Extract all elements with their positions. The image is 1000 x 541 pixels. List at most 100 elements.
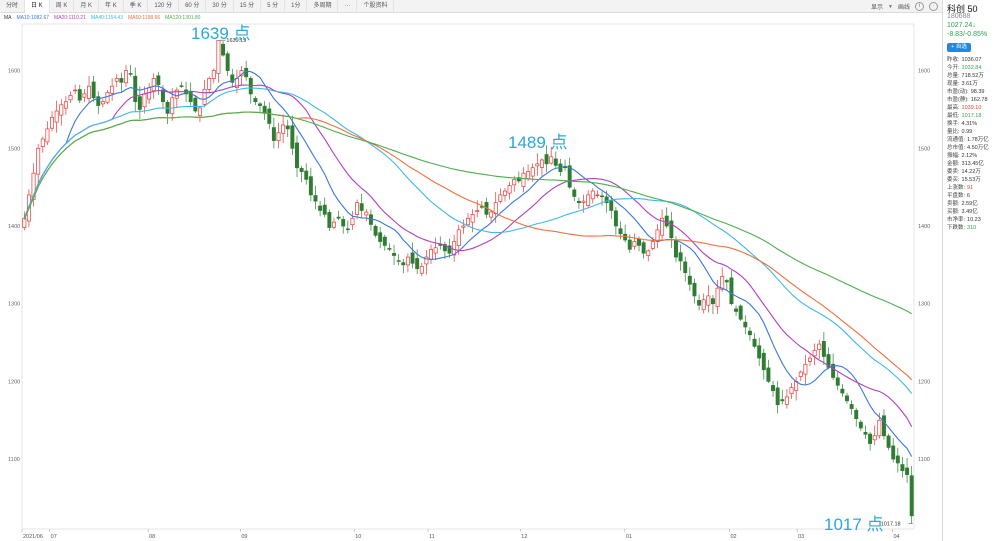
candle-up xyxy=(202,88,207,105)
candle-down xyxy=(687,275,692,285)
tab-5min[interactable]: 5 分 xyxy=(261,0,286,13)
tab-60min[interactable]: 60 分 xyxy=(179,0,207,13)
candle-up xyxy=(526,171,531,179)
add-watchlist-button[interactable]: + 自选 xyxy=(947,43,971,52)
candle-down xyxy=(447,245,452,254)
candle-down xyxy=(618,228,623,235)
x-tick-label: 09 xyxy=(241,534,247,540)
tab-stock-profile[interactable]: 个股资料 xyxy=(357,0,395,13)
x-tick-label: 02 xyxy=(730,534,736,540)
display-menu[interactable]: 显示 xyxy=(871,5,884,11)
candle-down xyxy=(262,105,267,114)
candle-up xyxy=(364,211,369,216)
candle-down xyxy=(271,127,276,141)
candle-down xyxy=(761,352,766,371)
candle-down xyxy=(863,432,868,435)
tab-120min[interactable]: 120 分 xyxy=(148,0,180,13)
candle-up xyxy=(590,190,595,200)
quote-row: 委卖: 14.22万 xyxy=(947,169,981,175)
tab-quarterly-k[interactable]: 季 K xyxy=(124,0,149,13)
candle-up xyxy=(332,221,336,228)
candle-down xyxy=(821,341,826,357)
more-icon[interactable]: · xyxy=(929,2,938,11)
candle-down xyxy=(359,203,364,211)
kline-chart[interactable]: 1100 1100 1200 1200 1300 1300 1400 1400 1500 1500… xyxy=(0,22,942,541)
candle-down xyxy=(738,305,743,320)
y-tick-label-right: 1600 xyxy=(918,69,930,75)
candle-down xyxy=(909,475,914,517)
candle-down xyxy=(868,433,873,444)
candle-up xyxy=(170,97,175,115)
candle-up xyxy=(877,419,882,437)
candle-up xyxy=(22,217,27,229)
candle-up xyxy=(646,250,651,256)
candle-down xyxy=(290,125,295,149)
period-toolbar: 分时 日 K 周 K 月 K 年 K 季 K 120 分 60 分 30 分 1… xyxy=(0,0,942,13)
tab-monthly-k[interactable]: 月 K xyxy=(74,0,100,13)
candle-down xyxy=(516,177,521,182)
candle-up xyxy=(539,159,544,168)
tab-yearly-k[interactable]: 年 K xyxy=(99,0,124,13)
candle-down xyxy=(831,363,836,378)
candle-up xyxy=(100,101,105,105)
y-tick-label-left: 1100 xyxy=(8,457,20,463)
info-icon[interactable]: i xyxy=(915,2,924,11)
candle-down xyxy=(378,232,383,242)
candle-up xyxy=(521,172,526,187)
candle-down xyxy=(128,73,133,75)
candle-up xyxy=(872,435,877,441)
candle-down xyxy=(267,108,272,124)
chevron-down-icon[interactable]: ▼ xyxy=(888,3,893,10)
candle-up xyxy=(216,39,221,74)
quote-row: 委买: 15.53万 xyxy=(947,177,981,183)
more-menu-button[interactable]: ··· xyxy=(338,0,358,13)
candle-up xyxy=(114,78,119,82)
candle-up xyxy=(632,241,637,247)
candle-down xyxy=(91,81,96,99)
quote-row: 总市值: 4.50万亿 xyxy=(947,145,989,151)
candle-down xyxy=(576,200,581,204)
candle-up xyxy=(466,217,470,226)
candle-up xyxy=(82,93,87,98)
candle-up xyxy=(470,213,475,223)
quote-list: 昨收: 1036.07 今开: 1032.84 总量: 718.52万 现量: 3.61… xyxy=(947,56,999,232)
candle-down xyxy=(327,212,332,228)
candle-down xyxy=(299,168,304,172)
quote-row: 现量: 3.61万 xyxy=(947,81,978,87)
low-value-label: 1017.18 xyxy=(881,521,901,527)
tab-fenshi[interactable]: 分时 xyxy=(0,0,26,13)
y-tick-label-left: 1400 xyxy=(8,224,20,230)
annotation-mid: 1489 点 xyxy=(508,133,568,152)
candle-up xyxy=(110,85,115,94)
candle-down xyxy=(438,244,443,246)
annotation-high: 1639 点 xyxy=(191,24,251,43)
x-tick-label: 11 xyxy=(429,534,435,540)
candle-down xyxy=(373,225,378,236)
candle-up xyxy=(429,248,433,260)
draw-line-button[interactable]: 画线 xyxy=(897,5,910,11)
candle-up xyxy=(36,147,41,175)
quote-row: 今开: 1032.84 xyxy=(947,65,982,71)
candle-down xyxy=(609,200,614,211)
tab-30min[interactable]: 30 分 xyxy=(206,0,234,13)
candle-up xyxy=(281,124,286,134)
candle-down xyxy=(248,78,253,95)
candle-up xyxy=(475,210,480,212)
candle-down xyxy=(849,404,854,409)
tab-daily-k[interactable]: 日 K xyxy=(25,0,50,13)
ma20-line xyxy=(23,84,913,428)
quote-row: 上涨数: 91 xyxy=(947,185,974,191)
tab-1min[interactable]: 1分 xyxy=(285,0,308,13)
candle-down xyxy=(637,238,641,246)
candle-down xyxy=(401,262,406,266)
stock-code: 180688 xyxy=(947,13,971,20)
tab-15min[interactable]: 15 分 xyxy=(234,0,262,13)
quote-row: 昨收: 1036.07 xyxy=(947,57,982,63)
candle-down xyxy=(318,205,323,211)
candle-down xyxy=(697,300,702,306)
candle-up xyxy=(40,138,45,147)
tab-multi-period[interactable]: 多周期 xyxy=(307,0,339,13)
y-tick-label-right: 1400 xyxy=(918,224,930,230)
candle-down xyxy=(544,154,549,165)
tab-weekly-k[interactable]: 周 K xyxy=(50,0,75,13)
